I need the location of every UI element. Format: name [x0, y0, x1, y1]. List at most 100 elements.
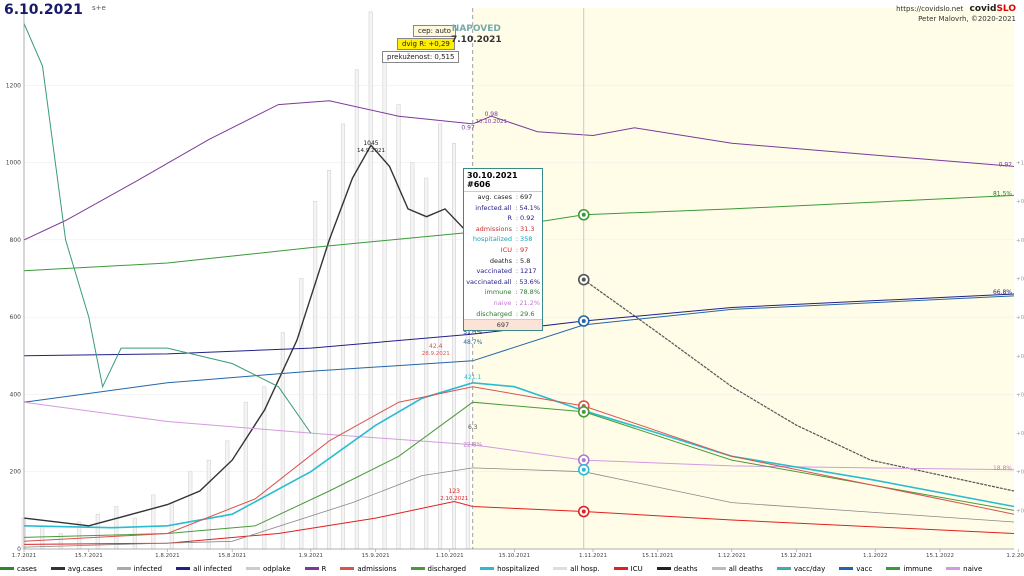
legend-label: vacc — [856, 564, 873, 573]
y-tick-label: 600 — [10, 314, 22, 321]
cursor-point-dot — [581, 467, 586, 472]
tooltip-sep: : — [515, 256, 519, 265]
cursor-point-dot — [581, 409, 586, 414]
series-all_infected — [23, 293, 1015, 357]
legend-item[interactable]: avg.cases — [50, 565, 103, 573]
tooltip-row: vaccinated:1217 — [464, 266, 542, 277]
tooltip-foot: 697 — [464, 319, 542, 331]
series-admissions — [23, 386, 1015, 542]
data-label: 0.97 — [461, 125, 475, 132]
tooltip-row: R:0.92 — [464, 213, 542, 224]
tooltip-value: 53.6% — [519, 277, 540, 286]
series-avg_cases_f — [583, 279, 1015, 492]
tooltip-sep: : — [515, 298, 518, 307]
legend-item[interactable]: naive — [946, 565, 982, 573]
y-right-tick-label: +0,2 — [1016, 470, 1024, 476]
case-bar — [206, 459, 211, 550]
data-label: 0.98 — [485, 111, 499, 118]
legend-swatch — [656, 567, 671, 570]
prekuzenost-control[interactable]: prekuženost: 0,515 — [382, 51, 460, 63]
legend-swatch — [480, 567, 495, 570]
legend-item[interactable]: admissions — [340, 565, 397, 573]
tooltip-key: ICU — [500, 245, 512, 254]
case-bar — [368, 11, 373, 550]
legend-swatch — [613, 567, 628, 570]
data-label: 421.1 — [464, 374, 481, 381]
x-tick-label: 15.11.2021 — [642, 553, 674, 559]
legend-label: infected — [133, 564, 163, 573]
site-url[interactable]: https://covidslo.net — [896, 5, 964, 13]
legend-item[interactable]: cases — [0, 565, 37, 573]
data-label: 18.8% — [993, 465, 1012, 472]
legend-item[interactable]: ICU — [613, 564, 643, 573]
case-bar — [151, 494, 156, 550]
legend-swatch — [410, 567, 425, 570]
x-tick-label: 1.2.2022 — [1006, 553, 1024, 559]
tooltip-value: 97 — [520, 245, 529, 254]
x-tick-label: 15.10.2021 — [499, 553, 531, 559]
case-bar — [410, 162, 415, 550]
y-tick-label: 1000 — [6, 160, 21, 167]
legend-swatch — [711, 567, 726, 570]
cursor-point-dot — [581, 458, 586, 463]
cursor — [577, 8, 590, 549]
tooltip-key: R — [507, 214, 512, 223]
case-bar — [396, 104, 401, 550]
y-right-tick-label: +0,9 — [1016, 199, 1024, 205]
author: Peter Malovrh, ©2020-2021 — [918, 15, 1016, 23]
legend-swatch — [304, 567, 319, 570]
y-tick-label: 200 — [10, 469, 22, 476]
cep-control[interactable]: cep: auto — [413, 25, 456, 37]
tooltip-key: vaccinated — [476, 267, 512, 276]
data-label-date: 2.10.2021 — [440, 496, 468, 502]
legend-item[interactable]: deaths — [656, 565, 698, 573]
tooltip-key: discharged — [476, 309, 512, 318]
legend-item[interactable]: R — [304, 565, 326, 573]
data-label: 0.92 — [999, 161, 1013, 168]
axes: 0 200 400 600 800 1000 1200 +0,1 +0,2 +0,3 +0,4 +0,… — [6, 8, 1024, 559]
legend-item[interactable]: immune — [886, 565, 932, 573]
legend-item[interactable]: all infected — [176, 565, 232, 573]
tooltip-value: 697 — [520, 193, 533, 201]
legend-item[interactable]: all deaths — [711, 565, 763, 573]
x-tick-label: 1.7.2021 — [12, 553, 37, 559]
data-label-date: 28.9.2021 — [422, 351, 450, 357]
tooltip-sep: : — [515, 235, 519, 244]
x-tick-label: 15.9.2021 — [362, 553, 390, 559]
legend-label: immune — [903, 564, 933, 573]
x-tick-label: 1.10.2021 — [436, 553, 464, 559]
forecast-label: NAPOVED 7.10.2021 — [451, 24, 502, 45]
case-bar — [188, 471, 193, 550]
x-tick-label: 15.8.2021 — [218, 553, 246, 559]
legend-item[interactable]: all hosp. — [553, 565, 600, 573]
legend-item[interactable]: vacc/day — [776, 564, 826, 573]
legend-item[interactable]: discharged — [410, 565, 466, 573]
tooltip-value: 21.2% — [519, 298, 540, 307]
dvig-r-control[interactable]: dvig R: +0,29 — [397, 38, 455, 50]
header-sup: s+e — [92, 4, 106, 12]
series-ICU — [23, 500, 1015, 545]
legend-swatch — [553, 567, 568, 570]
legend-label: ICU — [630, 564, 643, 573]
legend-label: vacc/day — [793, 564, 826, 573]
y-right-tick-label: +0,3 — [1016, 431, 1024, 437]
legend-item[interactable]: vacc — [839, 565, 872, 573]
y-right-tick-label: +0,7 — [1016, 277, 1024, 283]
legend-label: naive — [963, 564, 983, 573]
case-bar — [280, 332, 285, 550]
data-label: 66.8% — [993, 289, 1012, 296]
legend-item[interactable]: hospitalized — [480, 565, 539, 573]
data-label: 22.8% — [463, 442, 482, 449]
tooltip-key: vaccinated.all — [466, 277, 512, 286]
legend-item[interactable]: infected — [116, 564, 163, 573]
legend-swatch — [246, 567, 260, 570]
legend-swatch — [839, 567, 854, 570]
brand-logo: covidSLO — [969, 4, 1016, 14]
tooltip-sep: : — [515, 277, 518, 286]
tooltip-row: immune:78.8% — [464, 287, 542, 298]
legend-item[interactable]: odplake — [246, 565, 291, 573]
y-tick-label: 400 — [10, 391, 22, 398]
x-tick-label: 1.8.2021 — [155, 553, 180, 559]
forecast-area — [472, 8, 1015, 549]
